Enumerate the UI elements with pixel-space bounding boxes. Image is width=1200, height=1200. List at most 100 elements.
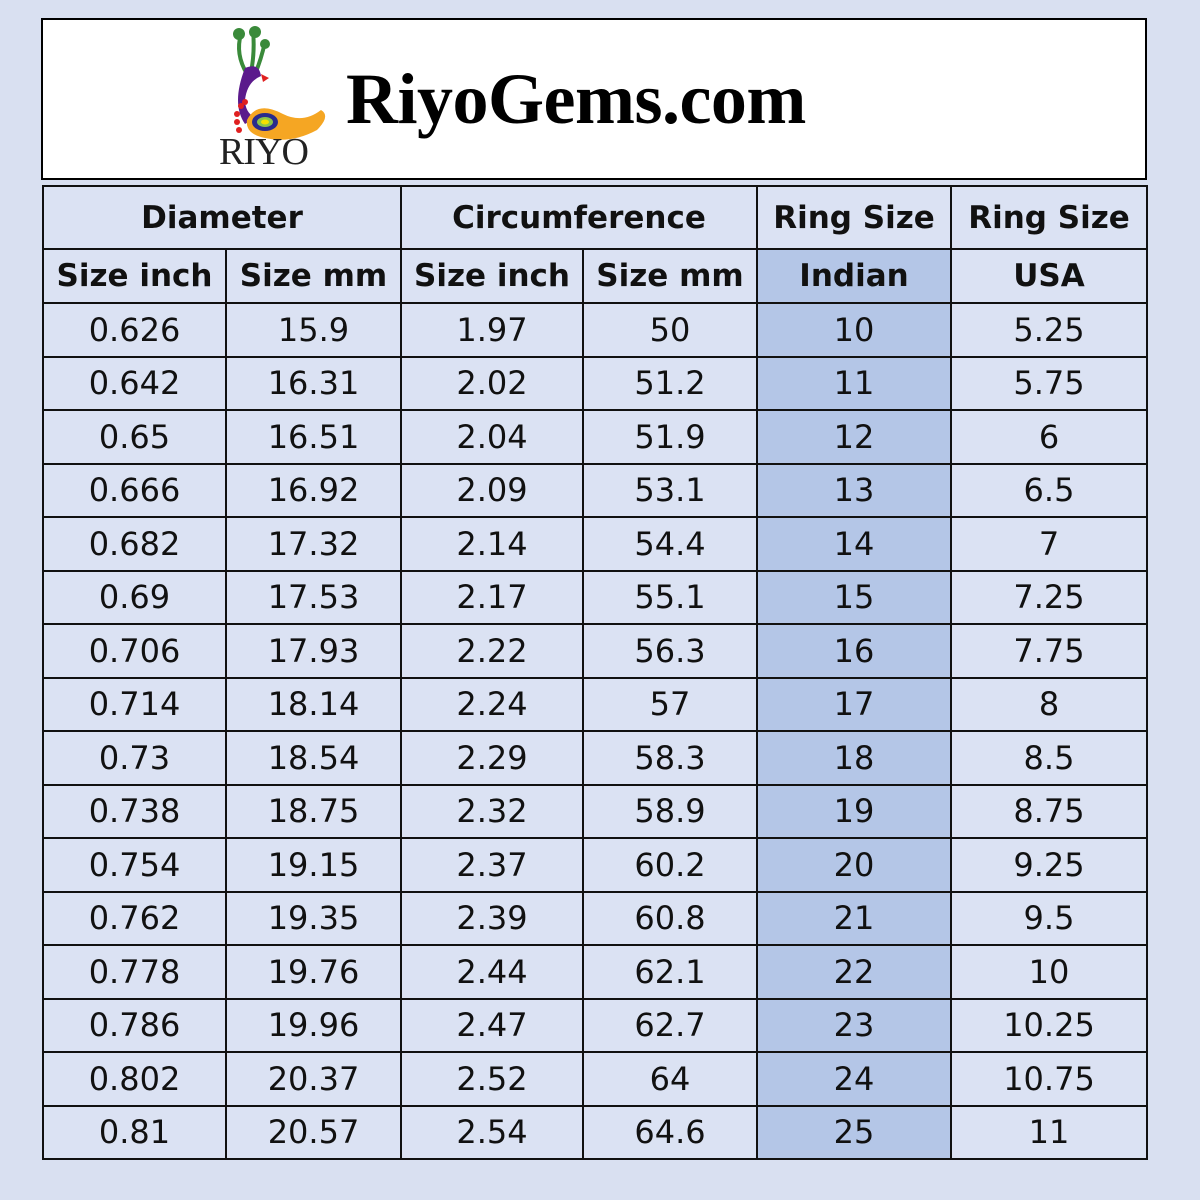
cell-diameter-inch: 0.65 — [42, 409, 227, 465]
cell-ring-size-usa: 11 — [950, 1104, 1148, 1160]
table-row: 0.802 20.37 2.52 64 24 10.75 — [42, 1051, 1148, 1107]
cell-circumference-mm: 54.4 — [582, 516, 758, 572]
cell-circumference-inch: 1.97 — [400, 302, 584, 358]
cell-ring-size-indian: 20 — [756, 837, 952, 893]
ring-size-table: Diameter Circumference Ring Size Ring Si… — [42, 185, 1148, 1160]
cell-diameter-mm: 18.14 — [225, 676, 402, 732]
cell-ring-size-usa: 10 — [950, 944, 1148, 1000]
table-row: 0.666 16.92 2.09 53.1 13 6.5 — [42, 462, 1148, 518]
cell-ring-size-indian: 15 — [756, 569, 952, 625]
cell-circumference-inch: 2.52 — [400, 1051, 584, 1107]
cell-diameter-inch: 0.786 — [42, 997, 227, 1053]
cell-ring-size-usa: 6.5 — [950, 462, 1148, 518]
cell-circumference-inch: 2.02 — [400, 355, 584, 411]
cell-ring-size-indian: 10 — [756, 302, 952, 358]
subheader-usa: USA — [950, 248, 1148, 304]
table-row: 0.65 16.51 2.04 51.9 12 6 — [42, 409, 1148, 465]
cell-circumference-mm: 64 — [582, 1051, 758, 1107]
cell-diameter-inch: 0.73 — [42, 730, 227, 786]
table-row: 0.754 19.15 2.37 60.2 20 9.25 — [42, 837, 1148, 893]
cell-ring-size-usa: 8.5 — [950, 730, 1148, 786]
table-row: 0.81 20.57 2.54 64.6 25 11 — [42, 1104, 1148, 1160]
cell-circumference-mm: 53.1 — [582, 462, 758, 518]
peacock-logo-icon — [233, 26, 326, 140]
cell-circumference-inch: 2.24 — [400, 676, 584, 732]
header-ring-size-usa: Ring Size — [950, 185, 1148, 250]
cell-circumference-mm: 51.9 — [582, 409, 758, 465]
cell-circumference-mm: 64.6 — [582, 1104, 758, 1160]
cell-diameter-inch: 0.778 — [42, 944, 227, 1000]
cell-circumference-mm: 55.1 — [582, 569, 758, 625]
cell-ring-size-indian: 14 — [756, 516, 952, 572]
cell-diameter-inch: 0.69 — [42, 569, 227, 625]
cell-diameter-inch: 0.81 — [42, 1104, 227, 1160]
header-ring-size-indian: Ring Size — [756, 185, 952, 250]
cell-diameter-mm: 17.32 — [225, 516, 402, 572]
cell-diameter-mm: 18.54 — [225, 730, 402, 786]
cell-circumference-inch: 2.09 — [400, 462, 584, 518]
subheader-indian: Indian — [756, 248, 952, 304]
subheader-circumference-mm: Size mm — [582, 248, 758, 304]
cell-ring-size-usa: 10.75 — [950, 1051, 1148, 1107]
table-row: 0.73 18.54 2.29 58.3 18 8.5 — [42, 730, 1148, 786]
cell-circumference-inch: 2.04 — [400, 409, 584, 465]
table-row: 0.762 19.35 2.39 60.8 21 9.5 — [42, 890, 1148, 946]
cell-ring-size-indian: 19 — [756, 783, 952, 839]
cell-circumference-inch: 2.44 — [400, 944, 584, 1000]
table-row: 0.778 19.76 2.44 62.1 22 10 — [42, 944, 1148, 1000]
cell-circumference-mm: 50 — [582, 302, 758, 358]
cell-ring-size-indian: 22 — [756, 944, 952, 1000]
table-row: 0.626 15.9 1.97 50 10 5.25 — [42, 302, 1148, 358]
cell-diameter-mm: 15.9 — [225, 302, 402, 358]
cell-ring-size-usa: 8 — [950, 676, 1148, 732]
cell-circumference-inch: 2.17 — [400, 569, 584, 625]
cell-ring-size-usa: 10.25 — [950, 997, 1148, 1053]
cell-diameter-mm: 20.37 — [225, 1051, 402, 1107]
header-circumference: Circumference — [400, 185, 758, 250]
cell-ring-size-indian: 18 — [756, 730, 952, 786]
cell-circumference-inch: 2.47 — [400, 997, 584, 1053]
cell-diameter-mm: 19.96 — [225, 997, 402, 1053]
cell-diameter-inch: 0.706 — [42, 623, 227, 679]
cell-diameter-mm: 19.76 — [225, 944, 402, 1000]
cell-diameter-mm: 17.53 — [225, 569, 402, 625]
cell-ring-size-usa: 5.25 — [950, 302, 1148, 358]
cell-diameter-inch: 0.642 — [42, 355, 227, 411]
cell-ring-size-indian: 13 — [756, 462, 952, 518]
table-row: 0.69 17.53 2.17 55.1 15 7.25 — [42, 569, 1148, 625]
cell-diameter-mm: 20.57 — [225, 1104, 402, 1160]
cell-diameter-inch: 0.802 — [42, 1051, 227, 1107]
cell-circumference-mm: 62.1 — [582, 944, 758, 1000]
cell-circumference-inch: 2.29 — [400, 730, 584, 786]
table-row: 0.786 19.96 2.47 62.7 23 10.25 — [42, 997, 1148, 1053]
cell-diameter-mm: 19.35 — [225, 890, 402, 946]
cell-ring-size-usa: 9.5 — [950, 890, 1148, 946]
header-diameter: Diameter — [42, 185, 402, 250]
cell-diameter-mm: 16.31 — [225, 355, 402, 411]
cell-ring-size-usa: 6 — [950, 409, 1148, 465]
cell-circumference-mm: 60.2 — [582, 837, 758, 893]
logo-text: RIYO — [219, 131, 309, 173]
cell-ring-size-indian: 16 — [756, 623, 952, 679]
cell-diameter-inch: 0.714 — [42, 676, 227, 732]
cell-circumference-mm: 51.2 — [582, 355, 758, 411]
cell-ring-size-usa: 7 — [950, 516, 1148, 572]
cell-diameter-inch: 0.754 — [42, 837, 227, 893]
cell-diameter-mm: 16.51 — [225, 409, 402, 465]
cell-diameter-inch: 0.762 — [42, 890, 227, 946]
cell-circumference-inch: 2.54 — [400, 1104, 584, 1160]
cell-diameter-inch: 0.682 — [42, 516, 227, 572]
subheader-diameter-inch: Size inch — [42, 248, 227, 304]
cell-circumference-mm: 58.9 — [582, 783, 758, 839]
cell-circumference-mm: 60.8 — [582, 890, 758, 946]
cell-ring-size-indian: 24 — [756, 1051, 952, 1107]
cell-circumference-mm: 62.7 — [582, 997, 758, 1053]
cell-diameter-inch: 0.626 — [42, 302, 227, 358]
table-row: 0.738 18.75 2.32 58.9 19 8.75 — [42, 783, 1148, 839]
cell-ring-size-indian: 11 — [756, 355, 952, 411]
cell-circumference-mm: 57 — [582, 676, 758, 732]
table-row: 0.642 16.31 2.02 51.2 11 5.75 — [42, 355, 1148, 411]
cell-circumference-inch: 2.32 — [400, 783, 584, 839]
site-title: RiyoGems.com — [346, 59, 806, 139]
cell-circumference-inch: 2.39 — [400, 890, 584, 946]
